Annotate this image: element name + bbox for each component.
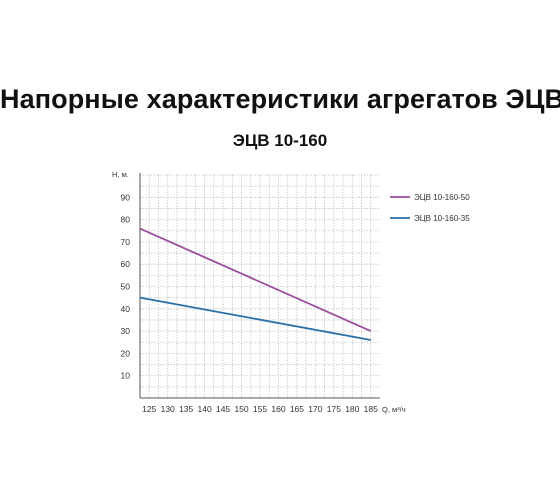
x-tick-label: 125 <box>142 404 156 414</box>
y-tick-label: 90 <box>121 192 131 202</box>
x-axis-label: Q, м³/ч <box>382 405 406 414</box>
x-tick-label: 155 <box>253 404 267 414</box>
x-tick-label: 150 <box>234 404 248 414</box>
series-line-1 <box>139 227 372 332</box>
y-tick-label: 30 <box>121 326 131 336</box>
x-axis-ticks: 125 130 135 140 145 150 155 160 165 170 175 180 185 <box>142 404 378 414</box>
y-tick-label: 60 <box>121 259 131 269</box>
y-tick-label: 50 <box>121 282 131 292</box>
chart-subtitle: ЭЦВ 10-160 <box>232 131 328 150</box>
page-title: Напорные характеристики агрегатов ЭЦВ <box>0 84 560 114</box>
grid <box>140 174 380 398</box>
x-tick-label: 135 <box>179 404 193 414</box>
y-tick-label: 20 <box>121 348 131 358</box>
x-tick-label: 130 <box>161 404 175 414</box>
series-line-2 <box>139 296 371 341</box>
x-tick-label: 185 <box>364 404 378 414</box>
y-axis-label: Н, м. <box>112 170 129 179</box>
y-tick-label: 80 <box>121 215 131 225</box>
y-tick-label: 40 <box>121 304 131 314</box>
x-tick-label: 145 <box>216 404 230 414</box>
legend-label-1: ЭЦВ 10-160-50 <box>414 193 470 202</box>
legend-label-2: ЭЦВ 10-160-35 <box>414 214 470 223</box>
x-tick-label: 175 <box>327 404 341 414</box>
series-lines <box>139 227 372 341</box>
x-tick-label: 180 <box>345 404 359 414</box>
y-tick-label: 10 <box>121 371 131 381</box>
x-tick-label: 140 <box>198 404 212 414</box>
axes <box>139 173 380 399</box>
x-tick-label: 160 <box>271 404 285 414</box>
legend: ЭЦВ 10-160-50 ЭЦВ 10-160-35 <box>390 193 470 223</box>
x-tick-label: 170 <box>308 404 322 414</box>
y-axis-ticks: 10 20 30 40 50 60 70 80 90 <box>121 192 131 380</box>
y-tick-label: 70 <box>121 237 131 247</box>
x-tick-label: 165 <box>290 404 304 414</box>
